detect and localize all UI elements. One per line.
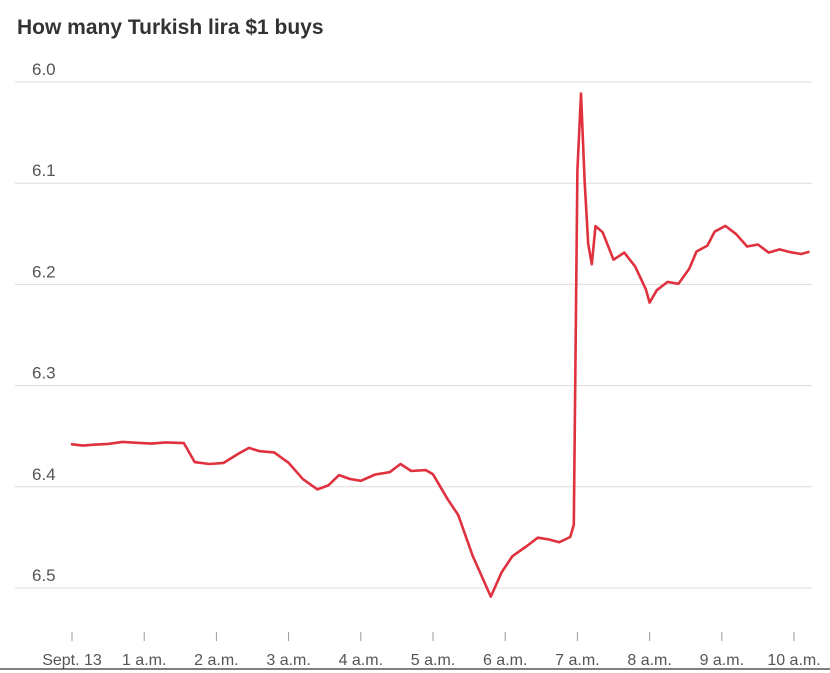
x-tick-label-5: 5 a.m.: [411, 652, 455, 669]
x-tick-label-10: 10 a.m.: [767, 652, 820, 669]
y-tick-label-5: 6.5: [32, 566, 56, 585]
x-tick-label-8: 8 a.m.: [627, 652, 671, 669]
x-tick-label-7: 7 a.m.: [555, 652, 599, 669]
y-tick-label-2: 6.2: [32, 262, 56, 281]
x-tick-label-0: Sept. 13: [42, 652, 102, 669]
y-axis: 6.0 6.1 6.2 6.3 6.4 6.5: [32, 60, 56, 585]
x-tick-label-2: 2 a.m.: [194, 652, 238, 669]
y-tick-label-0: 6.0: [32, 60, 56, 79]
series-layer: [70, 92, 810, 598]
series-line-0: [70, 92, 810, 598]
x-axis: Sept. 13 1 a.m. 2 a.m. 3 a.m. 4 a.m. 5 a.m. 6 …: [0, 632, 830, 670]
x-tick-label-3: 3 a.m.: [266, 652, 310, 669]
chart-title: How many Turkish lira $1 buys: [17, 16, 324, 39]
x-tick-label-1: 1 a.m.: [122, 652, 166, 669]
gridlines: [15, 81, 812, 589]
y-tick-label-3: 6.3: [32, 364, 56, 383]
y-tick-label-1: 6.1: [32, 161, 56, 180]
x-tick-label-4: 4 a.m.: [339, 652, 383, 669]
x-tick-label-6: 6 a.m.: [483, 652, 527, 669]
x-tick-label-9: 9 a.m.: [700, 652, 744, 669]
y-tick-label-4: 6.4: [32, 465, 56, 484]
